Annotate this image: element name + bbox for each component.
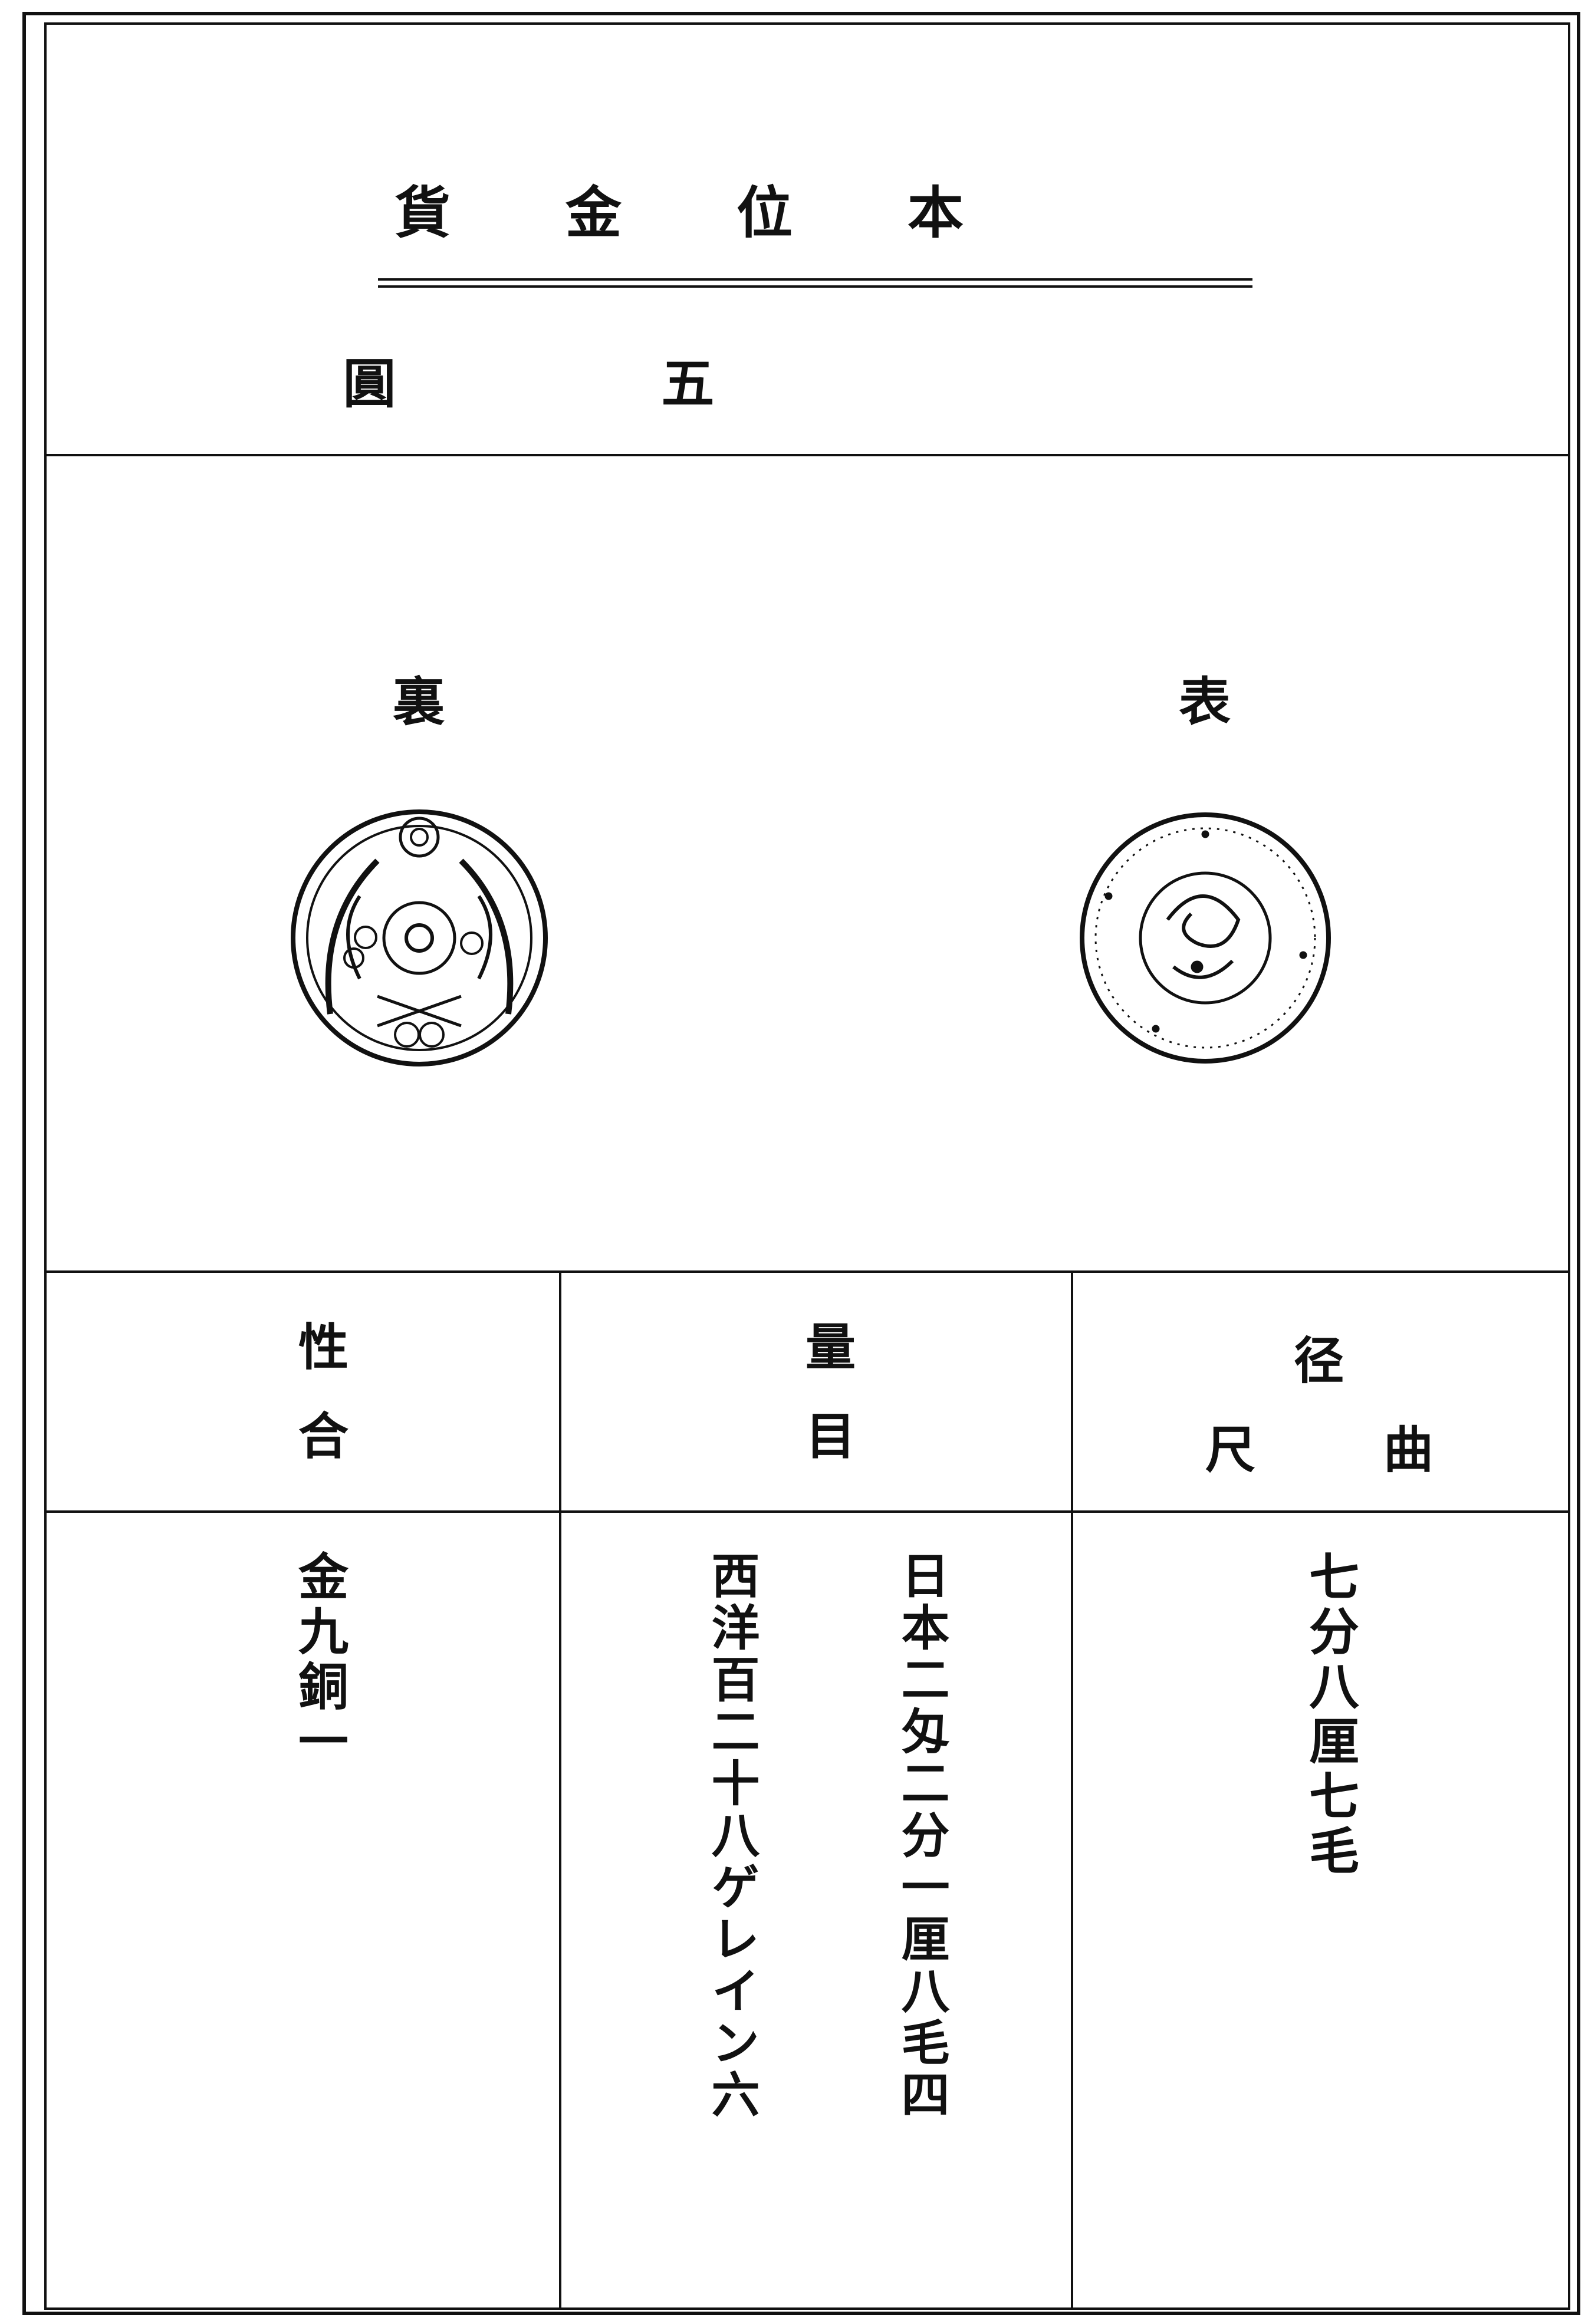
- obverse-label: 表: [1179, 671, 1231, 732]
- header-diameter-unit: 曲尺: [1205, 1421, 1562, 1480]
- reverse-label: 裏: [393, 671, 445, 732]
- weight-japanese: 日本二匁二分一厘八毛四: [893, 1551, 949, 2121]
- denomination: 五圓: [343, 353, 980, 415]
- diameter-value: 七分八厘七毛: [1300, 1551, 1359, 1879]
- header-alloy: 性合: [290, 1321, 348, 1499]
- divider: [47, 1270, 1568, 1273]
- double-rule: [378, 278, 1252, 281]
- weight-western: 西洋百二十八ゲレイン六: [703, 1551, 760, 2121]
- divider: [47, 1510, 1568, 1513]
- coin-obverse: [1080, 812, 1331, 1064]
- outer-border: [22, 12, 1580, 2315]
- coin-reverse: [291, 809, 548, 1066]
- column-line: [559, 1272, 561, 2307]
- double-rule: [378, 285, 1252, 288]
- column-line: [1071, 1272, 1073, 2307]
- inner-frame: [44, 22, 1570, 2310]
- alloy-value: 金九銅一: [290, 1551, 348, 1770]
- title: 本位金貨: [394, 180, 1079, 246]
- header-weight: 量目: [797, 1321, 856, 1499]
- header-diameter: 径: [1294, 1332, 1344, 1391]
- divider: [47, 454, 1568, 456]
